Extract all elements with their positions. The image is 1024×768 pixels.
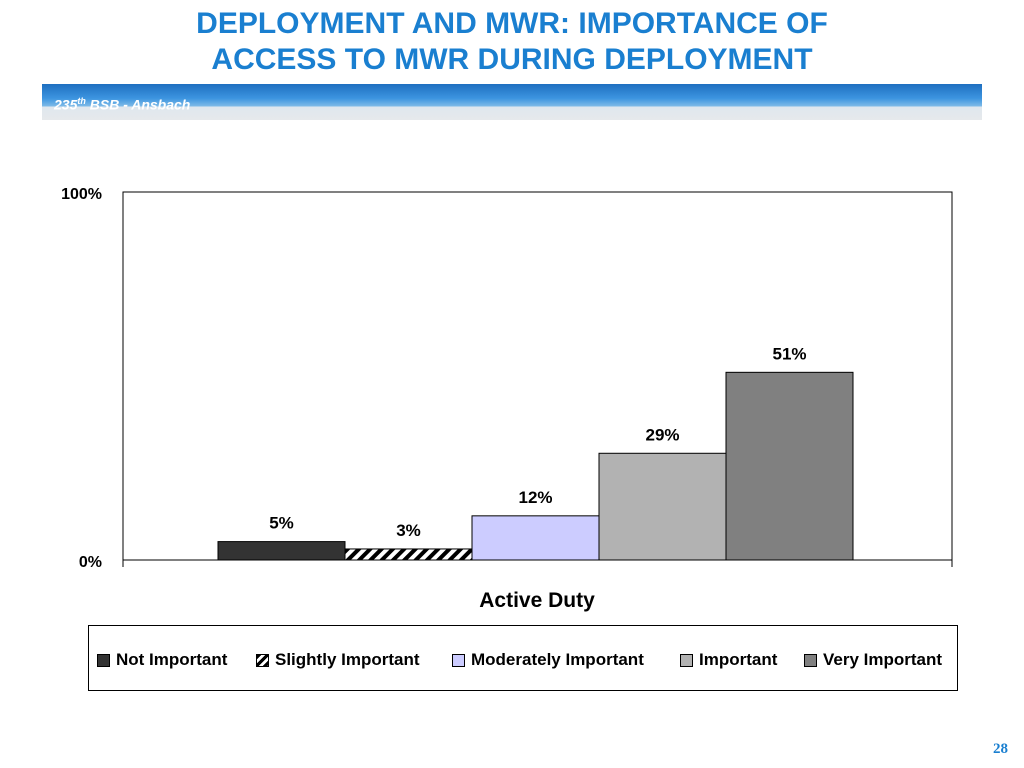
bar-chart: 5% 3% 12% 29% 51% 100% 0% Active Duty [61,186,953,612]
chart-legend: Not Important Slightly Important Moderat… [88,625,958,691]
y-tick-label-bottom: 0% [79,554,102,571]
unit-name: BSB - Ansbach [85,96,191,113]
legend-item-moderately-important: Moderately Important [452,650,644,670]
page-title: DEPLOYMENT AND MWR: IMPORTANCE OF ACCESS… [0,6,1024,78]
legend-label: Important [699,650,778,669]
header-band: 235th BSB - Ansbach [42,84,982,120]
unit-ordinal: th [77,96,86,106]
bar-slightly-important [344,548,473,561]
legend-label: Not Important [116,650,228,669]
legend-item-very-important: Very Important [804,650,942,670]
y-tick-label-top: 100% [61,186,102,203]
legend-item-important: Important [680,650,777,670]
page-number: 28 [993,741,1008,757]
title-line-1: DEPLOYMENT AND MWR: IMPORTANCE OF [196,7,828,40]
data-label-slightly-important: 3% [396,521,421,540]
data-label-not-important: 5% [269,514,294,533]
data-label-very-important: 51% [772,344,806,363]
legend-item-not-important: Not Important [97,650,227,670]
x-axis-category-label: Active Duty [479,589,595,612]
legend-label: Moderately Important [471,650,644,669]
bar-moderately-important [471,515,600,561]
bar-very-important [725,371,854,561]
legend-swatch-important [680,653,693,667]
title-line-2: ACCESS TO MWR DURING DEPLOYMENT [211,43,813,76]
data-label-moderately-important: 12% [518,488,552,507]
data-label-important: 29% [645,425,679,444]
unit-number: 235 [54,96,78,113]
legend-swatch-very-important [804,653,817,667]
unit-label: 235th BSB - Ansbach [54,96,190,113]
legend-swatch-moderately-important [452,653,465,667]
legend-item-slightly-important: Slightly Important [256,650,420,670]
legend-swatch-slightly-important [256,653,269,667]
legend-swatch-not-important [97,653,110,667]
legend-label: Very Important [823,650,943,669]
bar-important [598,452,727,561]
legend-label: Slightly Important [275,650,420,669]
bar-not-important [217,541,346,561]
